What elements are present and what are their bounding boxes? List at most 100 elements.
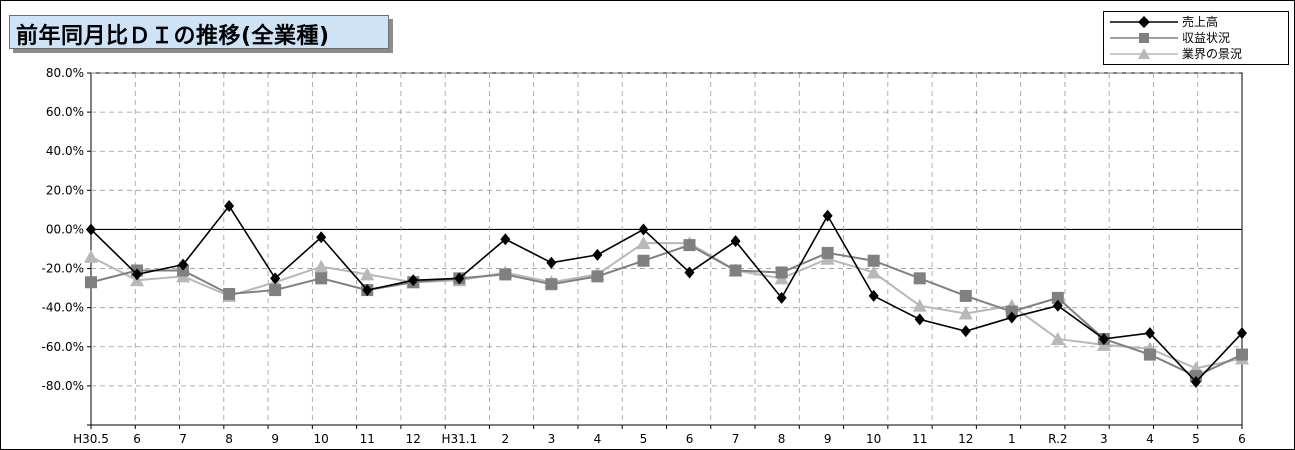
- x-tick-label: 5: [1192, 432, 1200, 446]
- legend-marker-diamond-icon: [1110, 16, 1178, 28]
- legend-item-uriage: 売上高: [1104, 14, 1288, 30]
- data-point-triangle: [912, 298, 927, 312]
- data-point-diamond: [776, 291, 787, 304]
- x-tick-label: 3: [548, 432, 556, 446]
- x-tick-label: R.2: [1048, 432, 1067, 446]
- data-point-square: [821, 246, 834, 259]
- data-point-square: [1236, 348, 1248, 361]
- legend-label: 収益状況: [1182, 31, 1231, 45]
- data-point-diamond: [132, 268, 143, 281]
- x-tick-label: 8: [225, 432, 233, 446]
- x-tick-label: 12: [958, 432, 973, 446]
- chart-title: 前年同月比ＤＩの推移(全業種): [16, 24, 330, 49]
- data-point-diamond: [316, 231, 327, 244]
- x-tick-label: 5: [640, 432, 648, 446]
- x-tick-label: 2: [502, 432, 510, 446]
- x-tick-label: 10: [866, 432, 881, 446]
- series-line-1: [90, 204, 1243, 384]
- legend-marker-triangle-icon: [1110, 48, 1178, 59]
- y-tick-label: 20.0%: [46, 183, 84, 197]
- y-tick-label: 80.0%: [46, 66, 84, 80]
- x-tick-label: 1: [1008, 432, 1016, 446]
- data-point-diamond: [1237, 327, 1247, 340]
- x-tick-label: 4: [1146, 432, 1154, 446]
- x-tick-label: 7: [179, 432, 187, 446]
- data-point-square: [499, 268, 512, 281]
- data-point-square: [683, 239, 696, 252]
- y-tick-label: -20.0%: [42, 262, 84, 276]
- data-point-triangle: [958, 306, 973, 320]
- x-tick-label: 11: [912, 432, 927, 446]
- series-line-2: [90, 243, 1243, 378]
- x-tick-label: H31.1: [441, 432, 477, 446]
- data-point-triangle: [1050, 331, 1065, 345]
- data-point-diamond: [1144, 327, 1155, 340]
- data-point-triangle: [360, 267, 375, 281]
- x-tick-label: 12: [406, 432, 421, 446]
- y-tick-label: 00.0%: [46, 222, 84, 236]
- x-tick-label: 4: [594, 432, 602, 446]
- data-point-diamond: [638, 223, 649, 236]
- data-point-diamond: [500, 233, 511, 246]
- x-tick-label: 9: [824, 432, 832, 446]
- y-tick-label: -40.0%: [42, 301, 84, 315]
- data-point-square: [729, 264, 742, 277]
- data-point-square: [545, 278, 558, 291]
- x-tick-label: 6: [686, 432, 694, 446]
- data-point-triangle: [314, 259, 329, 273]
- x-tick-label: H30.5: [73, 432, 109, 446]
- data-point-diamond: [822, 209, 833, 222]
- y-tick-label: 60.0%: [46, 105, 84, 119]
- data-point-diamond: [86, 223, 96, 236]
- legend-marker-square-icon: [1110, 33, 1178, 43]
- data-point-triangle: [866, 265, 881, 279]
- data-point-diamond: [224, 199, 235, 212]
- data-point-diamond: [730, 235, 741, 248]
- data-point-diamond: [178, 258, 189, 271]
- data-point-triangle: [636, 236, 651, 250]
- data-point-diamond: [1006, 311, 1017, 324]
- data-point-square: [637, 254, 650, 267]
- data-point-diamond: [1190, 375, 1201, 388]
- data-point-diamond: [914, 313, 925, 326]
- y-tick-label: -60.0%: [42, 340, 84, 354]
- legend-label: 売上高: [1182, 15, 1219, 29]
- chart-legend: 売上高 収益状況 業界の景況: [1103, 11, 1289, 65]
- data-point-diamond: [1052, 299, 1063, 312]
- data-point-square: [1051, 291, 1064, 304]
- chart-title-box: 前年同月比ＤＩの推移(全業種): [9, 15, 389, 49]
- data-point-diamond: [546, 256, 557, 269]
- data-point-triangle: [84, 249, 98, 263]
- y-tick-label: 40.0%: [46, 144, 84, 158]
- data-point-diamond: [592, 248, 603, 261]
- data-point-square: [775, 266, 788, 279]
- series-line-3: [90, 242, 1243, 370]
- data-point-diamond: [684, 266, 695, 279]
- x-tick-label: 10: [314, 432, 329, 446]
- data-point-square: [85, 276, 97, 289]
- y-tick-label: -80.0%: [42, 379, 84, 393]
- data-point-diamond: [270, 272, 281, 285]
- legend-item-gyokai: 業界の景況: [1104, 46, 1288, 62]
- data-point-diamond: [1098, 332, 1109, 345]
- data-point-diamond: [408, 274, 419, 287]
- data-point-diamond: [454, 272, 465, 285]
- data-point-square: [315, 272, 328, 285]
- data-point-square: [223, 287, 236, 300]
- data-point-square: [269, 284, 282, 297]
- data-point-square: [867, 254, 880, 267]
- data-point-square: [591, 270, 604, 283]
- legend-label: 業界の景況: [1182, 47, 1243, 61]
- x-tick-label: 7: [732, 432, 740, 446]
- x-tick-label: 11: [360, 432, 375, 446]
- x-tick-label: 3: [1100, 432, 1108, 446]
- data-point-diamond: [362, 284, 373, 297]
- data-point-square: [959, 289, 972, 302]
- legend-item-shueki: 収益状況: [1104, 30, 1288, 46]
- x-tick-label: 8: [778, 432, 786, 446]
- x-tick-label: 9: [271, 432, 279, 446]
- data-point-diamond: [960, 325, 971, 338]
- data-point-square: [1143, 348, 1156, 361]
